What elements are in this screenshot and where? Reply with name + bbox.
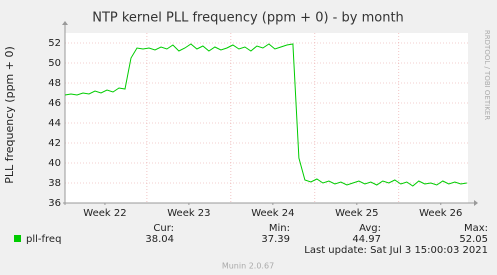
data-line xyxy=(64,43,467,187)
legend-header: Cur: xyxy=(153,223,174,234)
watermark: RRDTOOL / TOBI OETIKER xyxy=(483,30,491,120)
axis-arrow xyxy=(62,21,68,25)
legend-stat: 52.05 xyxy=(459,234,488,245)
y-tick-label: 52 xyxy=(48,38,61,49)
x-tick-label: Week 26 xyxy=(419,208,462,219)
plot-area xyxy=(65,33,468,203)
x-tick-label: Week 25 xyxy=(335,208,378,219)
x-tick-label: Week 23 xyxy=(167,208,210,219)
y-tick-label: 36 xyxy=(48,198,61,209)
legend-stat: 38.04 xyxy=(145,234,174,245)
chart-title: NTP kernel PLL frequency (ppm + 0) - by … xyxy=(92,11,404,26)
x-tick-label: Week 24 xyxy=(251,208,294,219)
y-axis-label: PLL frequency (ppm + 0) xyxy=(3,46,16,184)
legend-header: Min: xyxy=(269,223,290,234)
legend-header: Avg: xyxy=(359,223,381,234)
y-tick-label: 38 xyxy=(48,178,61,189)
axis-arrow xyxy=(474,200,478,206)
legend-stat: 37.39 xyxy=(261,234,290,245)
y-tick-label: 44 xyxy=(48,118,61,129)
legend-stat: 44.97 xyxy=(352,234,381,245)
legend-swatch xyxy=(14,235,21,242)
y-tick-label: 42 xyxy=(48,138,61,149)
last-update: Last update: Sat Jul 3 15:00:03 2021 xyxy=(304,245,488,256)
legend-header: Max: xyxy=(464,223,488,234)
y-tick-label: 48 xyxy=(48,78,61,89)
y-tick-label: 40 xyxy=(48,158,61,169)
legend-label: pll-freq xyxy=(26,234,61,245)
y-tick-label: 50 xyxy=(48,58,61,69)
footer: Munin 2.0.67 xyxy=(222,262,274,271)
x-tick-label: Week 22 xyxy=(83,208,126,219)
y-tick-label: 46 xyxy=(48,98,61,109)
